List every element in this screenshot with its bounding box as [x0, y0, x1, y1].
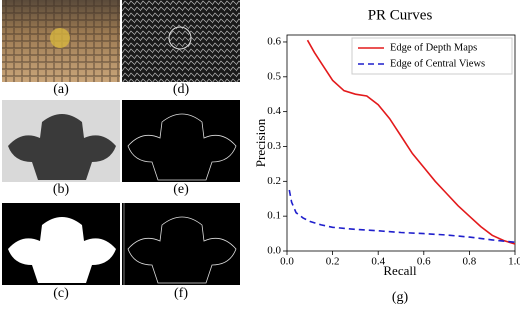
data-line [306, 39, 516, 245]
x-tick-label: 1.0 [508, 256, 520, 268]
x-axis-label: Recall [383, 263, 417, 278]
panel-label: (e) [173, 182, 189, 197]
chart-caption: (g) [392, 290, 409, 305]
panel-label: (f) [174, 286, 188, 301]
chart-title: PR Curves [368, 7, 433, 23]
y-tick-label: 0.4 [267, 105, 281, 117]
data-line [288, 189, 516, 244]
x-tick-label: 0.2 [326, 256, 340, 268]
legend-label: Edge of Central Views [390, 58, 485, 69]
y-tick-label: 0.6 [267, 35, 281, 47]
x-tick-label: 0.6 [417, 256, 431, 268]
y-tick-label: 0.1 [267, 210, 281, 222]
panel-label: (b) [53, 182, 70, 197]
x-tick-label: 0.0 [280, 256, 294, 268]
panel-label: (a) [53, 82, 69, 97]
legend-box [351, 37, 513, 75]
panel-label: (c) [53, 286, 69, 301]
panel-images [2, 0, 240, 285]
y-tick-label: 0.0 [267, 245, 281, 257]
legend-label: Edge of Depth Maps [390, 42, 477, 53]
plot-frame [286, 34, 516, 252]
y-tick-label: 0.3 [267, 140, 281, 152]
x-tick-label: 0.4 [371, 256, 385, 268]
y-tick-label: 0.5 [267, 70, 281, 82]
y-tick-label: 0.2 [267, 175, 281, 187]
panel-label: (d) [173, 82, 190, 97]
x-tick-label: 0.8 [463, 256, 477, 268]
y-axis-label: Precision [253, 118, 268, 167]
